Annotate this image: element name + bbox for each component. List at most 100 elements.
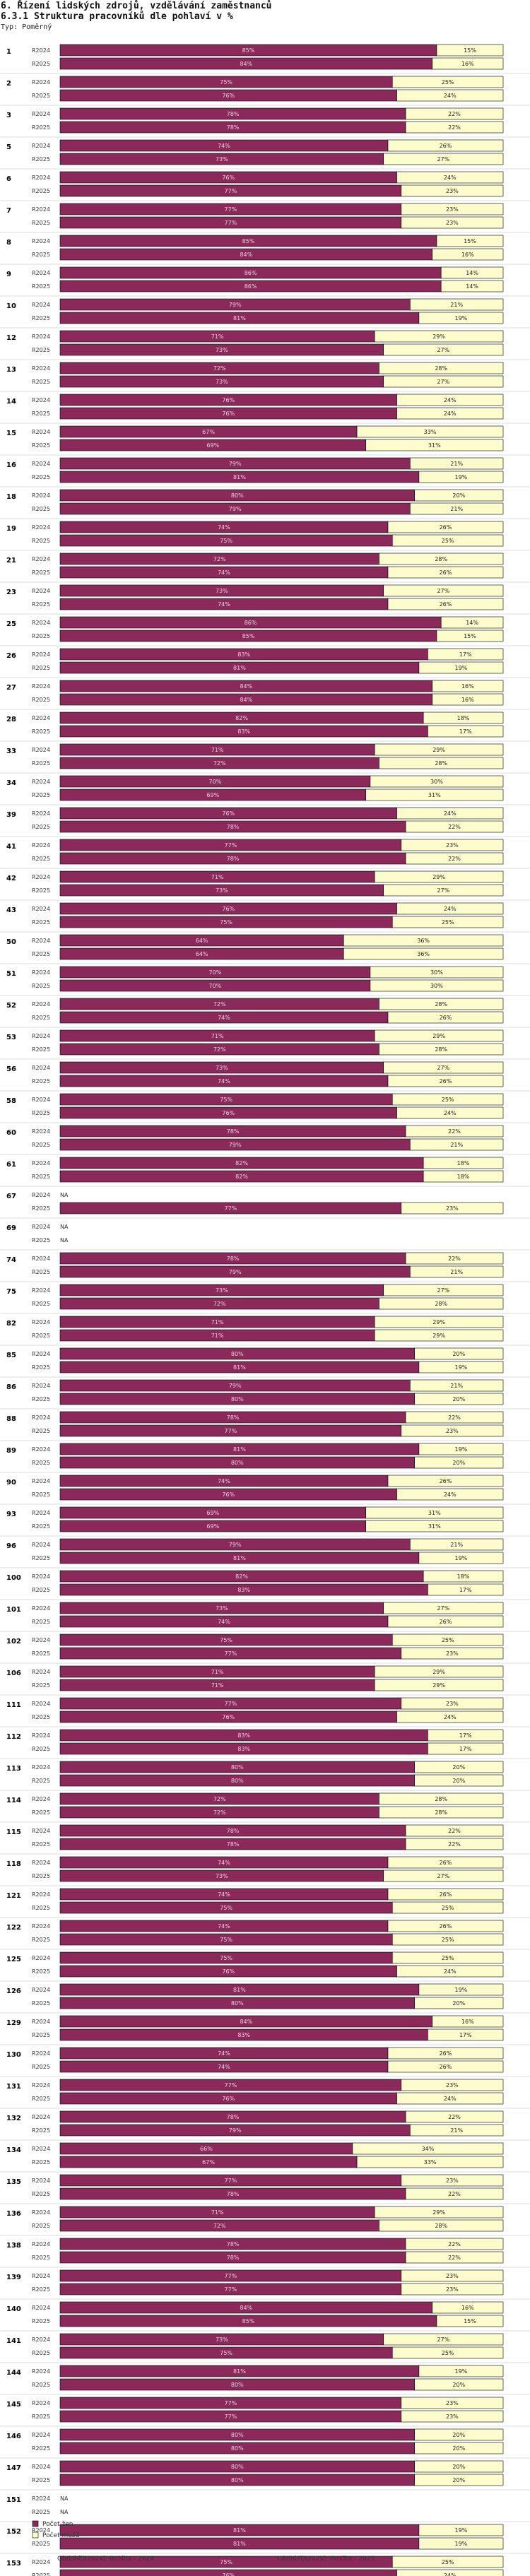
series-label: R2025: [32, 2032, 50, 2038]
series-label: R2024: [32, 2464, 50, 2470]
bar-men: [418, 2537, 504, 2550]
series-label: R2025: [32, 2445, 50, 2452]
value-label-men: 20%: [452, 2382, 465, 2388]
value-label-women: 75%: [220, 1637, 232, 1643]
value-label-women: 85%: [242, 633, 255, 639]
series-label: R2025: [32, 2413, 50, 2420]
value-label-men: 19%: [455, 474, 468, 480]
series-label: R2024: [32, 1701, 50, 1707]
group-label: 15: [6, 430, 16, 437]
series-label: R2024: [32, 651, 50, 658]
value-label-women: 81%: [233, 2368, 246, 2375]
bar-men: [374, 1316, 504, 1328]
group-label: 111: [6, 1701, 21, 1709]
bar-men: [391, 1093, 504, 1106]
value-label-men: 34%: [422, 2146, 435, 2152]
series-label: R2025: [32, 792, 50, 798]
bar-men: [423, 711, 504, 724]
group-label: 153: [6, 2560, 21, 2568]
series-label: R2024: [32, 1891, 50, 1898]
bar-men: [414, 489, 504, 502]
value-label-men: 29%: [432, 747, 445, 753]
series-label: R2025: [32, 124, 50, 131]
value-label-women: 86%: [245, 283, 257, 290]
value-label-men: 23%: [446, 1428, 459, 1434]
value-label-women: 84%: [240, 683, 252, 690]
value-label-men: 26%: [440, 569, 452, 576]
value-label-women: 83%: [237, 728, 250, 735]
series-label: R2025: [32, 347, 50, 353]
bar-men: [396, 2092, 504, 2105]
bar-men: [370, 775, 504, 788]
series-label: R2025: [32, 569, 50, 576]
value-label-women: 70%: [209, 983, 222, 989]
group-label: 125: [6, 1956, 21, 1963]
group-label: 61: [6, 1161, 16, 1169]
series-label: R2024: [32, 588, 50, 594]
series-label: R2024: [32, 302, 50, 308]
value-label-women: 77%: [225, 2178, 237, 2184]
bar-men: [414, 2378, 504, 2391]
value-label-men: 22%: [448, 824, 461, 830]
series-label: R2024: [32, 1605, 50, 1612]
group-label: 85: [6, 1352, 16, 1359]
series-label: R2024: [32, 874, 50, 880]
series-label: R2024: [32, 492, 50, 499]
value-label-women: 77%: [225, 842, 237, 849]
bar-men: [396, 902, 504, 915]
value-label-women: 73%: [216, 379, 228, 385]
period-label-2024: Období(R2024): Realita - 2024: [57, 2556, 154, 2563]
series-label: R2024: [32, 1860, 50, 1866]
bar-men: [405, 1824, 504, 1837]
bar-men: [418, 312, 504, 324]
value-label-women: 72%: [213, 2223, 226, 2229]
group-label: 135: [6, 2178, 21, 2186]
bar-men: [410, 457, 504, 470]
group-label: 23: [6, 589, 16, 596]
value-label-women: 69%: [206, 442, 219, 449]
series-label: R2025: [32, 1619, 50, 1625]
value-label-women: 80%: [231, 2464, 244, 2470]
bar-men: [401, 203, 504, 215]
series-label: R2024: [32, 1478, 50, 1484]
bar-men: [440, 280, 504, 293]
bar-men: [391, 1633, 504, 1646]
bar-men: [396, 2569, 504, 2576]
value-label-women: 73%: [216, 1287, 228, 1294]
series-label: R2025: [32, 188, 50, 194]
value-label-women: 76%: [222, 1110, 235, 1116]
value-label-women: 71%: [211, 747, 224, 753]
value-label-men: 25%: [442, 1905, 454, 1911]
series-label: R2024: [32, 810, 50, 817]
value-label-women: 75%: [220, 538, 232, 544]
bar-men: [396, 807, 504, 820]
value-label-men: 25%: [442, 538, 454, 544]
value-label-men: 25%: [442, 2559, 454, 2565]
bar-men: [418, 661, 504, 674]
bar-men: [428, 725, 504, 738]
bar-men: [387, 521, 504, 533]
period-label-2025: Období(R2025): Realita - 2025: [278, 2556, 375, 2563]
bar-men: [379, 553, 504, 565]
value-label-men: 28%: [435, 1301, 447, 1307]
value-label-men: 33%: [424, 2159, 437, 2166]
bar-men: [379, 1806, 504, 1819]
value-label-women: 78%: [227, 1414, 240, 1421]
value-label-women: 78%: [227, 824, 240, 830]
value-label-women: 69%: [206, 792, 219, 798]
value-label-women: 77%: [225, 1650, 237, 1657]
value-label-men: 29%: [432, 1033, 445, 1039]
bar-men: [356, 425, 504, 438]
value-label-men: 15%: [464, 633, 476, 639]
series-label: R2025: [32, 1396, 50, 1402]
value-label-women: 82%: [235, 1573, 248, 1580]
bar-men: [405, 107, 504, 120]
value-label-men: 22%: [448, 111, 461, 117]
bar-men: [374, 743, 504, 756]
series-label: R2024: [32, 1542, 50, 1548]
value-label-women: 71%: [211, 1669, 224, 1675]
value-label-men: 16%: [461, 683, 474, 690]
bar-men: [401, 2397, 504, 2409]
series-label: R2025: [32, 61, 50, 67]
group-label: 74: [6, 1256, 16, 1264]
